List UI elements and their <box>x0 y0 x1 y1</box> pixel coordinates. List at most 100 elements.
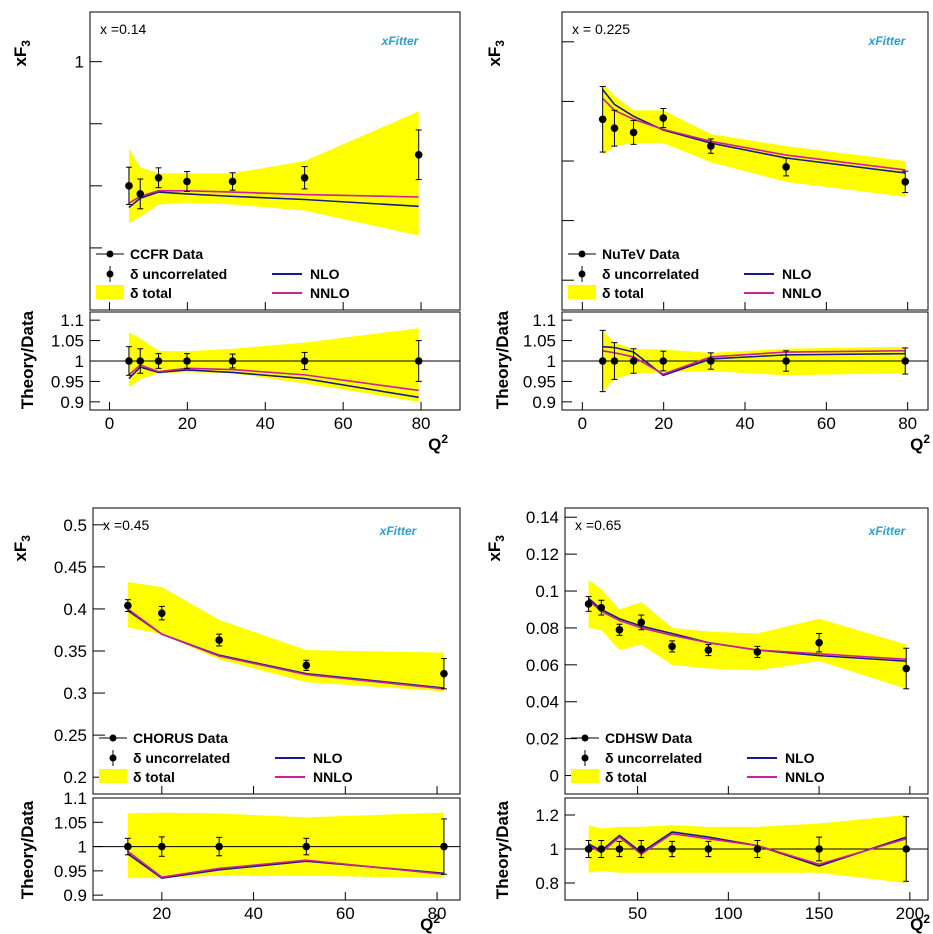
legend-data-marker <box>578 250 586 258</box>
legend-data-marker <box>581 734 589 742</box>
ratio-point <box>659 357 668 365</box>
ratio-nlo-line <box>588 831 907 867</box>
legend-total-swatch <box>571 769 599 783</box>
nnlo-line <box>588 599 907 661</box>
y-axis-label-ratio: Theory/Data <box>493 800 512 899</box>
ratio-y-tick-label: 1.05 <box>54 813 87 832</box>
data-point <box>158 609 166 617</box>
y-axis-label-sub: 3 <box>493 40 507 47</box>
legend-uncorrelated-label: δ uncorrelated <box>605 750 702 766</box>
ratio-point <box>154 357 163 365</box>
data-point <box>901 178 910 186</box>
legend-uncorrelated-label: δ uncorrelated <box>602 266 699 282</box>
ratio-point <box>901 357 910 365</box>
x-tick-label: 60 <box>334 414 353 433</box>
ratio-nnlo-line <box>588 832 907 866</box>
ratio-point <box>215 842 223 851</box>
x-tick-label: 60 <box>336 904 355 923</box>
x-axis-label: Q2 <box>910 432 930 454</box>
y-tick-label: 0.08 <box>526 619 559 638</box>
legend-total-label: δ total <box>605 769 647 785</box>
ratio-y-tick-label: 1 <box>550 840 559 859</box>
ratio-plot-frame <box>92 797 461 901</box>
x-axis-label-main: Q <box>910 435 923 454</box>
ratio-y-tick-label: 0.95 <box>54 862 87 881</box>
x-tick-label: 60 <box>817 414 836 433</box>
ratio-uncertainty-band <box>128 328 419 402</box>
ratio-y-tick-label: 1.1 <box>532 311 556 330</box>
ratio-point <box>637 845 646 853</box>
ratio-point <box>753 845 762 853</box>
x-axis-label-sup: 2 <box>433 912 440 926</box>
ratio-point <box>124 842 132 851</box>
y-tick-label: 0.1 <box>535 582 559 601</box>
total-uncertainty-band <box>128 111 419 236</box>
data-point <box>125 182 133 190</box>
ratio-point <box>125 357 133 365</box>
ratio-point <box>598 357 607 365</box>
data-point <box>414 150 423 159</box>
nnlo-line <box>127 608 445 690</box>
y-axis-label-main: xF <box>11 47 30 67</box>
legend-total-label: δ total <box>133 769 175 785</box>
ratio-point <box>300 357 309 365</box>
y-tick-label: 1 <box>75 53 84 72</box>
legend-data-label: CDHSW Data <box>605 730 692 746</box>
ratio-point <box>782 357 790 365</box>
x-axis-label-main: Q <box>420 915 433 934</box>
legend-nlo-label: NLO <box>313 750 343 766</box>
legend-nnlo-label: NNLO <box>785 769 825 785</box>
ratio-y-tick-label: 0.9 <box>60 393 84 412</box>
x-axis-label: Q2 <box>910 912 930 934</box>
legend-uncorrelated-marker <box>109 754 117 762</box>
legend-total-swatch <box>99 769 127 783</box>
y-tick-label: 0.45 <box>54 558 87 577</box>
x-tick-label: 100 <box>714 904 742 923</box>
xfitter-logo: xFitter <box>381 34 420 48</box>
data-point <box>183 177 191 186</box>
y-axis-label-sub: 3 <box>493 535 507 542</box>
ratio-y-tick-label: 0.95 <box>523 372 556 391</box>
legend-nlo-label: NLO <box>785 750 815 766</box>
y-tick-label: 0.25 <box>54 726 87 745</box>
chart-panel-bottom-right: 0 0.02 0.04 0.06 0.08 0.1 0.12 0.14 x =0.65 xFitt… <box>485 507 930 934</box>
ratio-point <box>707 357 715 365</box>
ratio-nnlo-line <box>127 850 445 879</box>
xfitter-logo: xFitter <box>379 524 418 538</box>
ratio-point <box>815 845 823 853</box>
y-tick-label: 0.4 <box>63 600 87 619</box>
y-tick-label: 0 <box>550 767 559 786</box>
legend-total-swatch <box>96 285 124 299</box>
total-uncertainty-band <box>602 83 906 197</box>
ratio-y-tick-label: 0.9 <box>532 393 556 412</box>
data-point <box>136 190 145 198</box>
ratio-point <box>668 845 676 853</box>
y-axis-label-top: xF3 <box>11 535 33 562</box>
x-tick-label: 20 <box>152 904 171 923</box>
y-tick-label: 0.02 <box>526 730 559 749</box>
ratio-point <box>610 357 619 365</box>
legend-data-label: CHORUS Data <box>133 730 228 746</box>
xfitter-logo: xFitter <box>868 34 907 48</box>
ratio-point <box>440 842 448 851</box>
data-point <box>584 600 593 608</box>
x-tick-label: 40 <box>256 414 275 433</box>
legend-data-label: NuTeV Data <box>602 246 680 262</box>
y-tick-label: 0.12 <box>526 545 559 564</box>
ratio-point <box>136 357 145 365</box>
data-point <box>637 618 646 627</box>
legend-nlo-label: NLO <box>310 266 340 282</box>
x-axis-label: Q2 <box>428 432 448 454</box>
data-point <box>154 173 163 182</box>
x-tick-label: 50 <box>628 904 647 923</box>
y-axis-label-ratio: Theory/Data <box>18 800 37 899</box>
x-tick-label: 40 <box>736 414 755 433</box>
data-point <box>629 128 638 137</box>
legend-data-label: CCFR Data <box>130 246 203 262</box>
ratio-uncertainty-band <box>127 812 444 879</box>
ratio-point <box>902 845 911 853</box>
ratio-y-tick-label: 1.05 <box>523 332 556 351</box>
data-point <box>704 646 713 654</box>
legend-nnlo-label: NNLO <box>310 285 350 301</box>
x-tick-label: 20 <box>654 414 673 433</box>
